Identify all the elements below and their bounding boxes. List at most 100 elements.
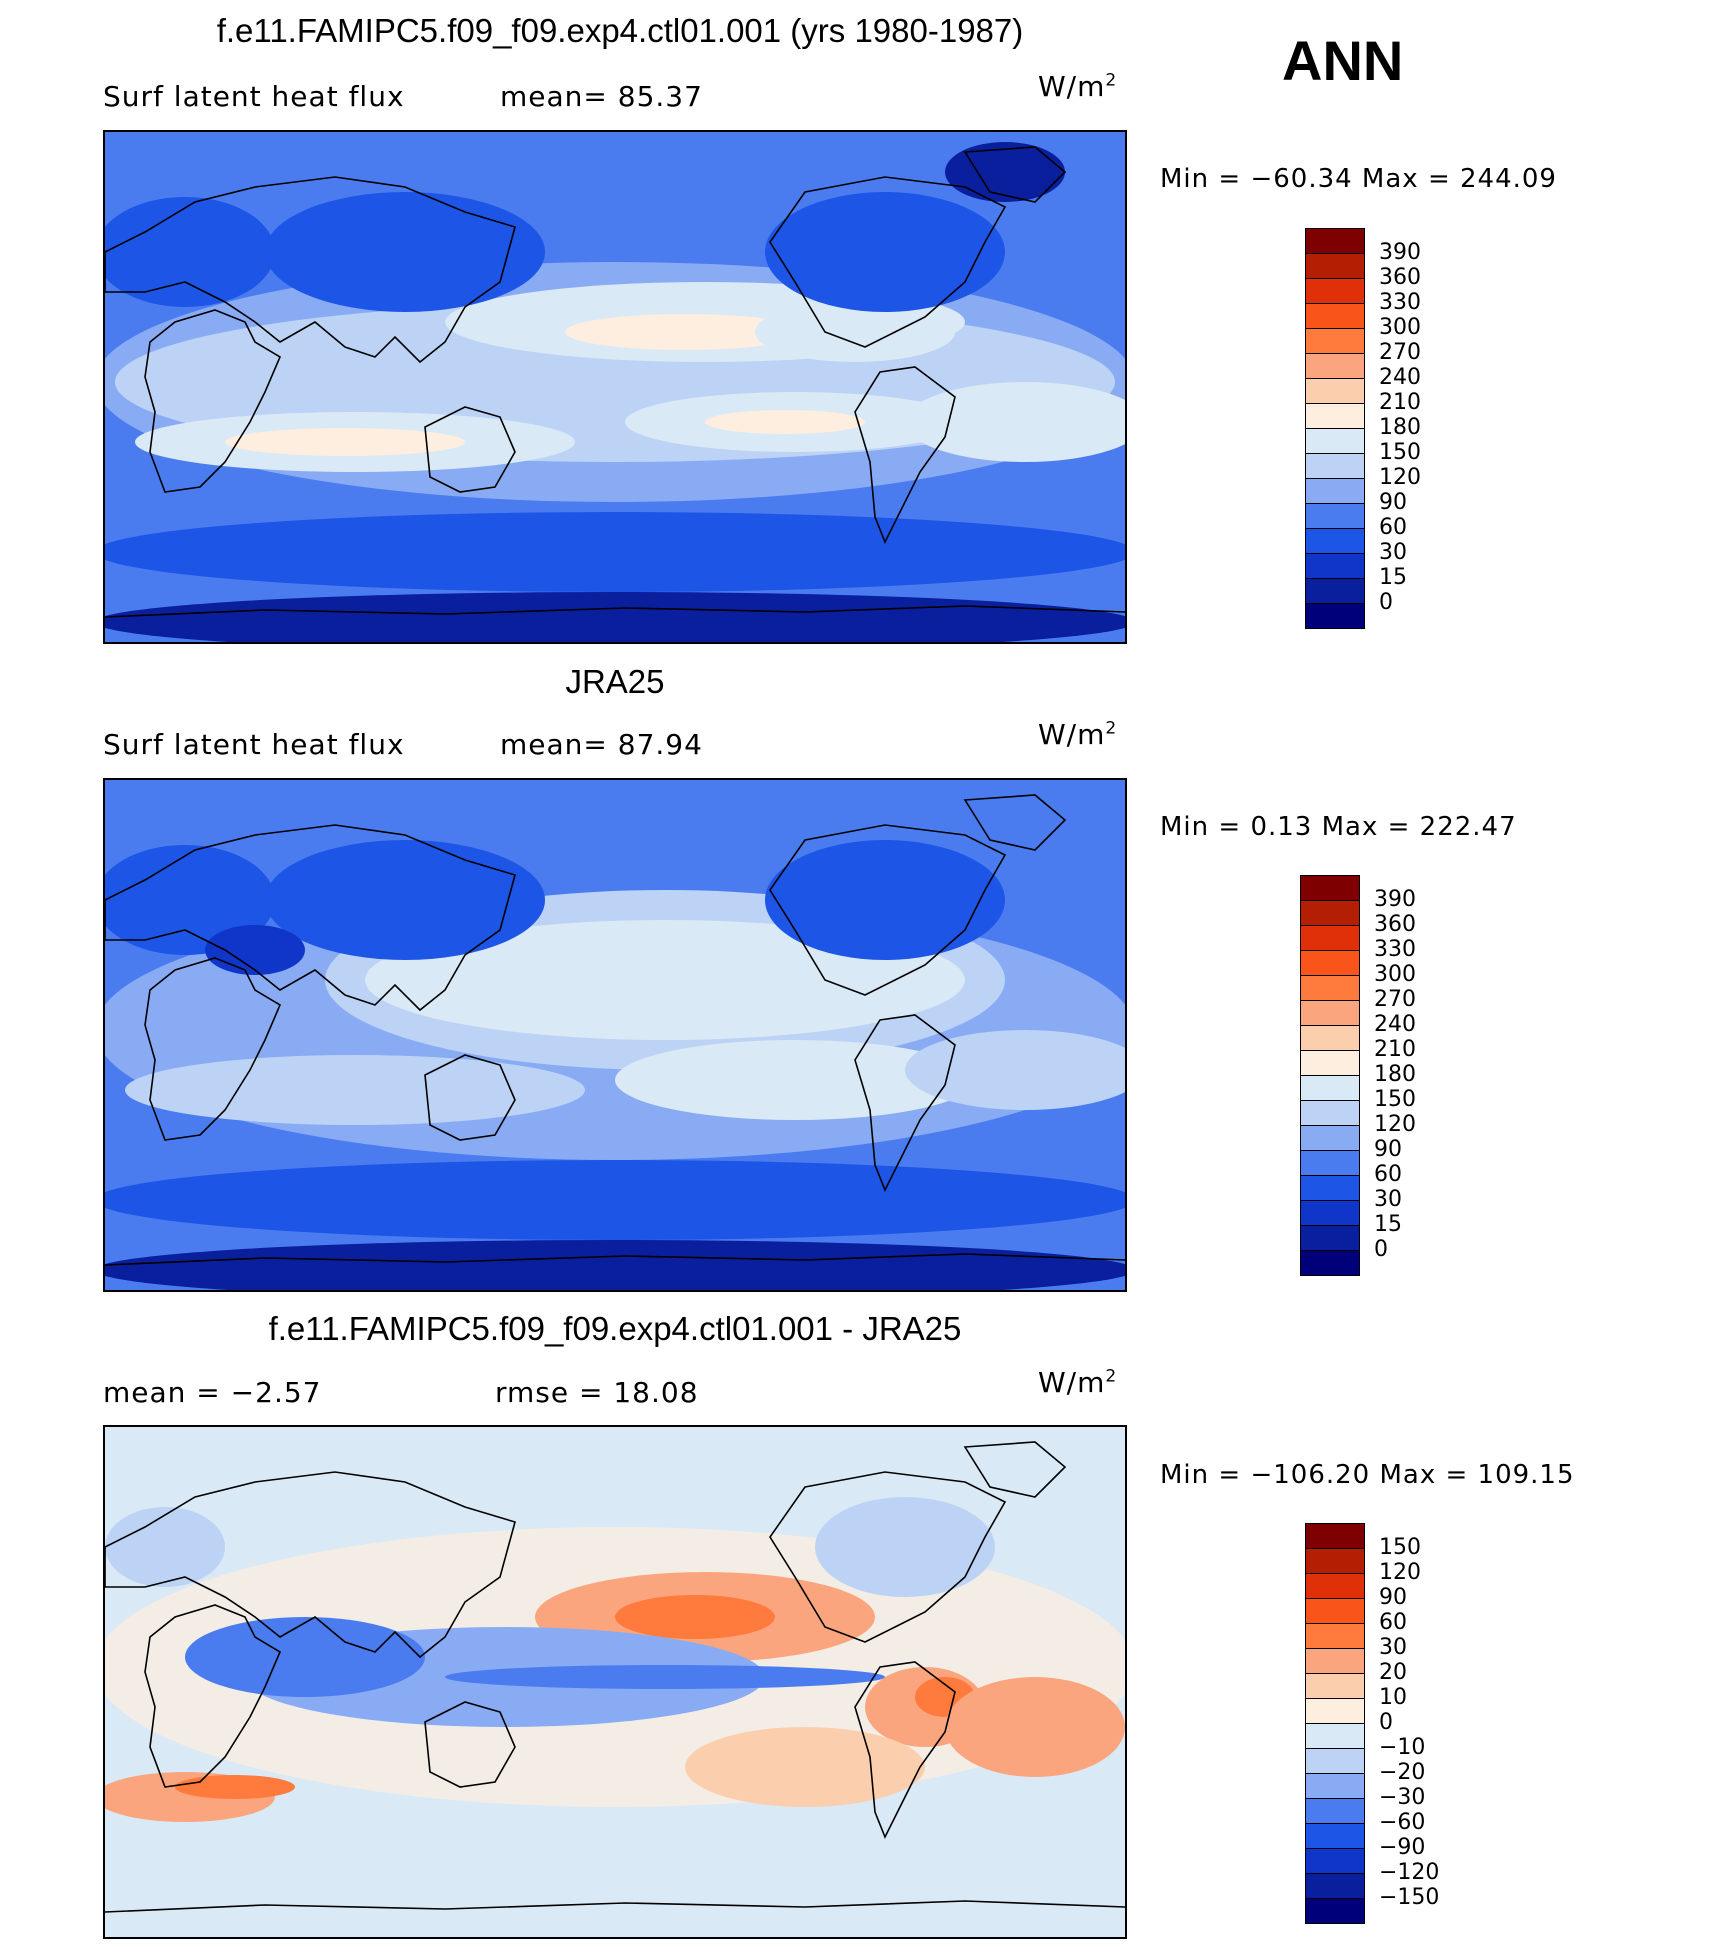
colorbar-tick-label: 390 — [1379, 240, 1421, 265]
panel1-variable-label: Surf latent heat flux — [103, 80, 405, 113]
colorbar-swatch — [1305, 1848, 1365, 1874]
colorbar-tick-label: 270 — [1374, 987, 1416, 1012]
colorbar-tick-label: 15 — [1374, 1212, 1402, 1237]
colorbar-swatch — [1305, 1898, 1365, 1924]
panel3-minmax: Min = −106.20 Max = 109.15 — [1160, 1460, 1575, 1490]
colorbar-swatch — [1300, 1100, 1360, 1126]
colorbar-tick-label: 240 — [1379, 365, 1421, 390]
panel2-mean-label: mean= 87.94 — [500, 728, 703, 761]
colorbar-swatch — [1300, 925, 1360, 951]
colorbar-tick-label: 330 — [1379, 290, 1421, 315]
panel2-title: JRA25 — [565, 663, 665, 700]
colorbar-tick-label: 210 — [1379, 390, 1421, 415]
colorbar-swatch — [1305, 553, 1365, 579]
colorbar-tick-label: −60 — [1379, 1810, 1426, 1835]
colorbar-tick-label: 120 — [1379, 465, 1421, 490]
colorbar-tick-label: 300 — [1379, 315, 1421, 340]
colorbar-swatch — [1300, 1075, 1360, 1101]
colorbar-swatch — [1300, 1150, 1360, 1176]
colorbar-tick-label: 20 — [1379, 1660, 1407, 1685]
colorbar-tick-label: −150 — [1379, 1885, 1440, 1910]
colorbar-tick-label: 150 — [1379, 440, 1421, 465]
colorbar-swatch — [1305, 1823, 1365, 1849]
colorbar-swatch — [1300, 975, 1360, 1001]
colorbar-swatch — [1305, 1873, 1365, 1899]
colorbar-swatch — [1305, 1698, 1365, 1724]
panel2-variable-label: Surf latent heat flux — [103, 728, 405, 761]
colorbar-tick-label: 30 — [1379, 540, 1407, 565]
colorbar-swatch — [1305, 403, 1365, 429]
panel1-map — [103, 130, 1127, 644]
panel3-title: f.e11.FAMIPC5.f09_f09.exp4.ctl01.001 - J… — [268, 1310, 962, 1347]
colorbar-tick-label: 180 — [1379, 415, 1421, 440]
colorbar-tick-label: 0 — [1374, 1237, 1388, 1262]
colorbar-tick-label: −30 — [1379, 1785, 1426, 1810]
colorbar-tick-label: 330 — [1374, 937, 1416, 962]
colorbar-swatch — [1305, 428, 1365, 454]
colorbar-swatch — [1305, 1648, 1365, 1674]
colorbar-tick-label: 0 — [1379, 1710, 1393, 1735]
colorbar-tick-label: 90 — [1379, 490, 1407, 515]
colorbar-swatch — [1305, 1548, 1365, 1574]
colorbar-tick-label: 180 — [1374, 1062, 1416, 1087]
colorbar-swatch — [1305, 453, 1365, 479]
panel2-units: W/m2 — [1038, 718, 1118, 751]
colorbar-swatch — [1300, 1000, 1360, 1026]
colorbar-swatch — [1300, 1050, 1360, 1076]
colorbar-tick-label: 390 — [1374, 887, 1416, 912]
colorbar-swatch — [1300, 1225, 1360, 1251]
colorbar-swatch — [1305, 1773, 1365, 1799]
panel3-units: W/m2 — [1038, 1366, 1118, 1399]
panel2-map — [103, 778, 1127, 1292]
colorbar-swatch — [1305, 1573, 1365, 1599]
colorbar-tick-label: 30 — [1379, 1635, 1407, 1660]
colorbar-swatch — [1300, 1025, 1360, 1051]
colorbar-tick-label: −90 — [1379, 1835, 1426, 1860]
colorbar-swatch — [1305, 1623, 1365, 1649]
colorbar-swatch — [1305, 1673, 1365, 1699]
colorbar-swatch — [1300, 1250, 1360, 1276]
colorbar-swatch — [1305, 253, 1365, 279]
colorbar-swatch — [1305, 603, 1365, 629]
panel1-mean-label: mean= 85.37 — [500, 80, 703, 113]
panel3-mean-label: mean = −2.57 — [103, 1376, 322, 1409]
colorbar-tick-label: 210 — [1374, 1037, 1416, 1062]
panel2-minmax: Min = 0.13 Max = 222.47 — [1160, 812, 1517, 842]
colorbar-tick-label: 150 — [1379, 1535, 1421, 1560]
colorbar-tick-label: 60 — [1379, 515, 1407, 540]
colorbar-tick-label: 60 — [1379, 1610, 1407, 1635]
panel1-units: W/m2 — [1038, 70, 1118, 103]
colorbar-tick-label: 240 — [1374, 1012, 1416, 1037]
colorbar-swatch — [1305, 1598, 1365, 1624]
colorbar-tick-label: 360 — [1374, 912, 1416, 937]
colorbar-tick-label: 10 — [1379, 1685, 1407, 1710]
colorbar-swatch — [1300, 1175, 1360, 1201]
colorbar-swatch — [1305, 1723, 1365, 1749]
colorbar-tick-label: 90 — [1379, 1585, 1407, 1610]
colorbar-swatch — [1305, 1748, 1365, 1774]
colorbar-tick-label: −120 — [1379, 1860, 1440, 1885]
colorbar-tick-label: 150 — [1374, 1087, 1416, 1112]
colorbar-swatch — [1305, 353, 1365, 379]
colorbar-tick-label: 300 — [1374, 962, 1416, 987]
colorbar-tick-label: 90 — [1374, 1137, 1402, 1162]
colorbar-swatch — [1305, 503, 1365, 529]
colorbar-swatch — [1300, 875, 1360, 901]
colorbar-swatch — [1305, 1798, 1365, 1824]
panel1-title: f.e11.FAMIPC5.f09_f09.exp4.ctl01.001 (yr… — [216, 12, 1024, 49]
colorbar-tick-label: 360 — [1379, 265, 1421, 290]
colorbar-swatch — [1305, 378, 1365, 404]
colorbar-tick-label: −20 — [1379, 1760, 1426, 1785]
colorbar-swatch — [1305, 478, 1365, 504]
colorbar-tick-label: −10 — [1379, 1735, 1426, 1760]
panel3-map — [103, 1425, 1127, 1939]
colorbar-tick-label: 120 — [1379, 1560, 1421, 1585]
panel1-minmax: Min = −60.34 Max = 244.09 — [1160, 164, 1557, 194]
colorbar-tick-label: 15 — [1379, 565, 1407, 590]
colorbar-swatch — [1305, 328, 1365, 354]
colorbar-tick-label: 0 — [1379, 590, 1393, 615]
colorbar-swatch — [1305, 528, 1365, 554]
colorbar-tick-label: 30 — [1374, 1187, 1402, 1212]
colorbar-swatch — [1300, 900, 1360, 926]
colorbar-swatch — [1300, 1125, 1360, 1151]
